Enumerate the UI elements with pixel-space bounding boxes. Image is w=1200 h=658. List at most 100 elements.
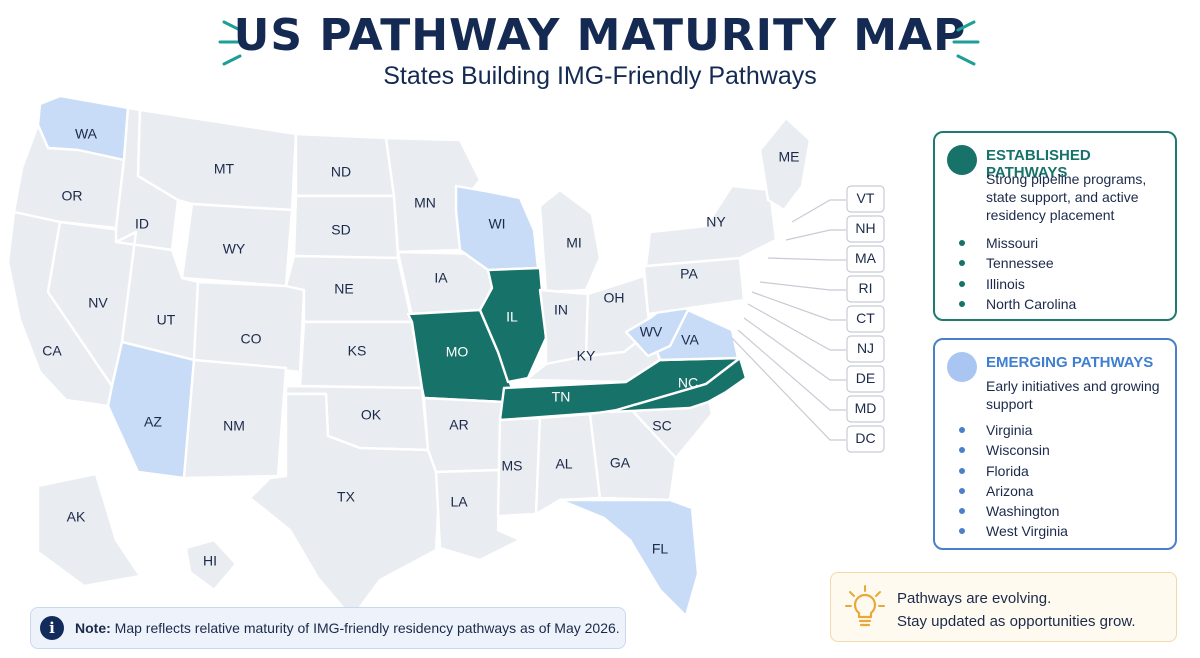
state-label-in: IN xyxy=(554,302,568,318)
state-ny xyxy=(644,184,778,268)
state-ar xyxy=(422,396,506,474)
state-label-wa: WA xyxy=(75,126,98,142)
page-subtitle: States Building IMG-Friendly Pathways xyxy=(383,62,817,90)
leader-line-ri xyxy=(759,281,846,291)
leader-line-vt xyxy=(791,199,846,223)
state-label-mt: MT xyxy=(214,161,235,177)
state-label-md: MD xyxy=(855,400,877,416)
state-label-ma: MA xyxy=(855,250,877,266)
state-label-ne: NE xyxy=(334,281,353,297)
legend-established-list: Missouri Tennessee Illinois North Caroli… xyxy=(959,233,1076,314)
list-item: North Carolina xyxy=(959,294,1076,314)
state-label-ut: UT xyxy=(157,312,176,328)
callout-box-dc xyxy=(846,425,885,453)
state-label-ia: IA xyxy=(434,270,448,286)
state-label-ca: CA xyxy=(42,343,62,359)
legend-emerging-panel: EMERGING PATHWAYS Early initiatives and … xyxy=(933,338,1177,550)
legend-established-heading: ESTABLISHED PATHWAYS xyxy=(986,147,1091,181)
bullet-icon xyxy=(959,260,965,267)
state-label-mo: MO xyxy=(446,344,469,360)
state-label-de: DE xyxy=(856,370,875,386)
bullet-icon xyxy=(959,487,965,494)
state-label-tn: TN xyxy=(552,389,571,405)
list-item-label: Arizona xyxy=(986,482,1034,499)
established-color-swatch xyxy=(947,145,977,175)
state-tx xyxy=(248,392,442,620)
state-label-wv: WV xyxy=(640,324,663,340)
note-banner: i Note: Map reflects relative maturity o… xyxy=(30,607,626,649)
bullet-icon xyxy=(959,528,965,535)
state-label-nv: NV xyxy=(88,295,108,311)
state-me xyxy=(758,116,812,212)
list-item-label: Virginia xyxy=(986,422,1033,438)
state-label-nh: NH xyxy=(855,220,875,236)
callout-box-md xyxy=(846,395,885,423)
list-item: Arizona xyxy=(959,481,1068,501)
callout-box-nh xyxy=(846,215,885,243)
list-item-label: Florida xyxy=(986,462,1029,479)
note-body: Map reflects relative maturity of IMG-fr… xyxy=(114,620,620,636)
list-item: Missouri xyxy=(959,233,1076,253)
state-label-ny: NY xyxy=(706,214,726,230)
bullet-icon xyxy=(959,427,965,433)
leader-line-ma xyxy=(767,257,846,261)
state-label-me: ME xyxy=(779,149,800,165)
state-label-ks: KS xyxy=(348,343,367,359)
state-label-nc: NC xyxy=(678,375,698,391)
emerging-color-swatch xyxy=(947,352,977,382)
state-ak xyxy=(36,472,142,588)
tip-line-2: Stay updated as opportunities grow. xyxy=(897,613,1136,630)
state-label-fl: FL xyxy=(652,541,669,557)
state-label-ky: KY xyxy=(577,348,596,364)
note-text: Note: Map reflects relative maturity of … xyxy=(75,620,620,636)
callout-box-vt xyxy=(846,185,885,213)
state-az xyxy=(106,340,196,480)
state-label-tx: TX xyxy=(337,489,356,505)
leader-line-nj xyxy=(747,303,846,351)
state-label-dc: DC xyxy=(855,430,875,446)
note-label: Note: xyxy=(75,620,111,636)
bullet-icon xyxy=(959,300,965,307)
state-label-nd: ND xyxy=(331,164,351,180)
list-item: Florida xyxy=(959,461,1068,481)
title-accent-right xyxy=(952,20,980,66)
state-label-nj: NJ xyxy=(857,340,874,356)
state-label-co: CO xyxy=(241,331,262,347)
list-item-label: West Virginia xyxy=(986,523,1068,540)
state-label-ar: AR xyxy=(449,417,468,433)
state-label-ri: RI xyxy=(859,280,873,296)
legend-emerging-list: Virginia Wisconsin Florida Arizona Washi… xyxy=(959,420,1068,542)
state-label-mi: MI xyxy=(566,235,582,251)
list-item-label: Washington xyxy=(986,503,1060,520)
callout-box-nj xyxy=(846,335,885,363)
legend-established-panel: ESTABLISHED PATHWAYS Strong pipeline pro… xyxy=(933,131,1177,321)
legend-emerging-heading: EMERGING PATHWAYS xyxy=(986,354,1154,371)
bullet-icon xyxy=(959,447,965,454)
title-accent-left xyxy=(218,20,246,66)
tip-callout: Pathways are evolving. Stay updated as o… xyxy=(830,572,1177,642)
state-label-ga: GA xyxy=(610,455,631,471)
state-label-il: IL xyxy=(506,309,518,325)
state-label-mn: MN xyxy=(414,195,436,211)
state-label-sc: SC xyxy=(652,418,671,434)
bullet-icon xyxy=(959,280,965,287)
info-icon: i xyxy=(40,616,64,640)
state-label-sd: SD xyxy=(331,222,350,238)
list-item: Washington xyxy=(959,501,1068,521)
leader-line-nh xyxy=(785,229,846,241)
list-item-label: Wisconsin xyxy=(986,442,1050,459)
state-label-ct: CT xyxy=(856,310,875,326)
callout-box-de xyxy=(846,365,885,393)
list-item: Illinois xyxy=(959,274,1076,294)
state-label-pa: PA xyxy=(680,266,698,282)
state-wv xyxy=(624,296,690,358)
list-item-label: Illinois xyxy=(986,275,1025,292)
state-label-oh: OH xyxy=(604,290,625,306)
state-label-id: ID xyxy=(135,216,149,232)
callout-box-ct xyxy=(846,305,885,333)
state-label-ok: OK xyxy=(361,407,382,423)
list-item: Tennessee xyxy=(959,253,1076,273)
state-label-or: OR xyxy=(62,188,83,204)
legend-emerging-description: Early initiatives and growing support xyxy=(986,378,1160,412)
state-label-ak: AK xyxy=(67,509,86,525)
